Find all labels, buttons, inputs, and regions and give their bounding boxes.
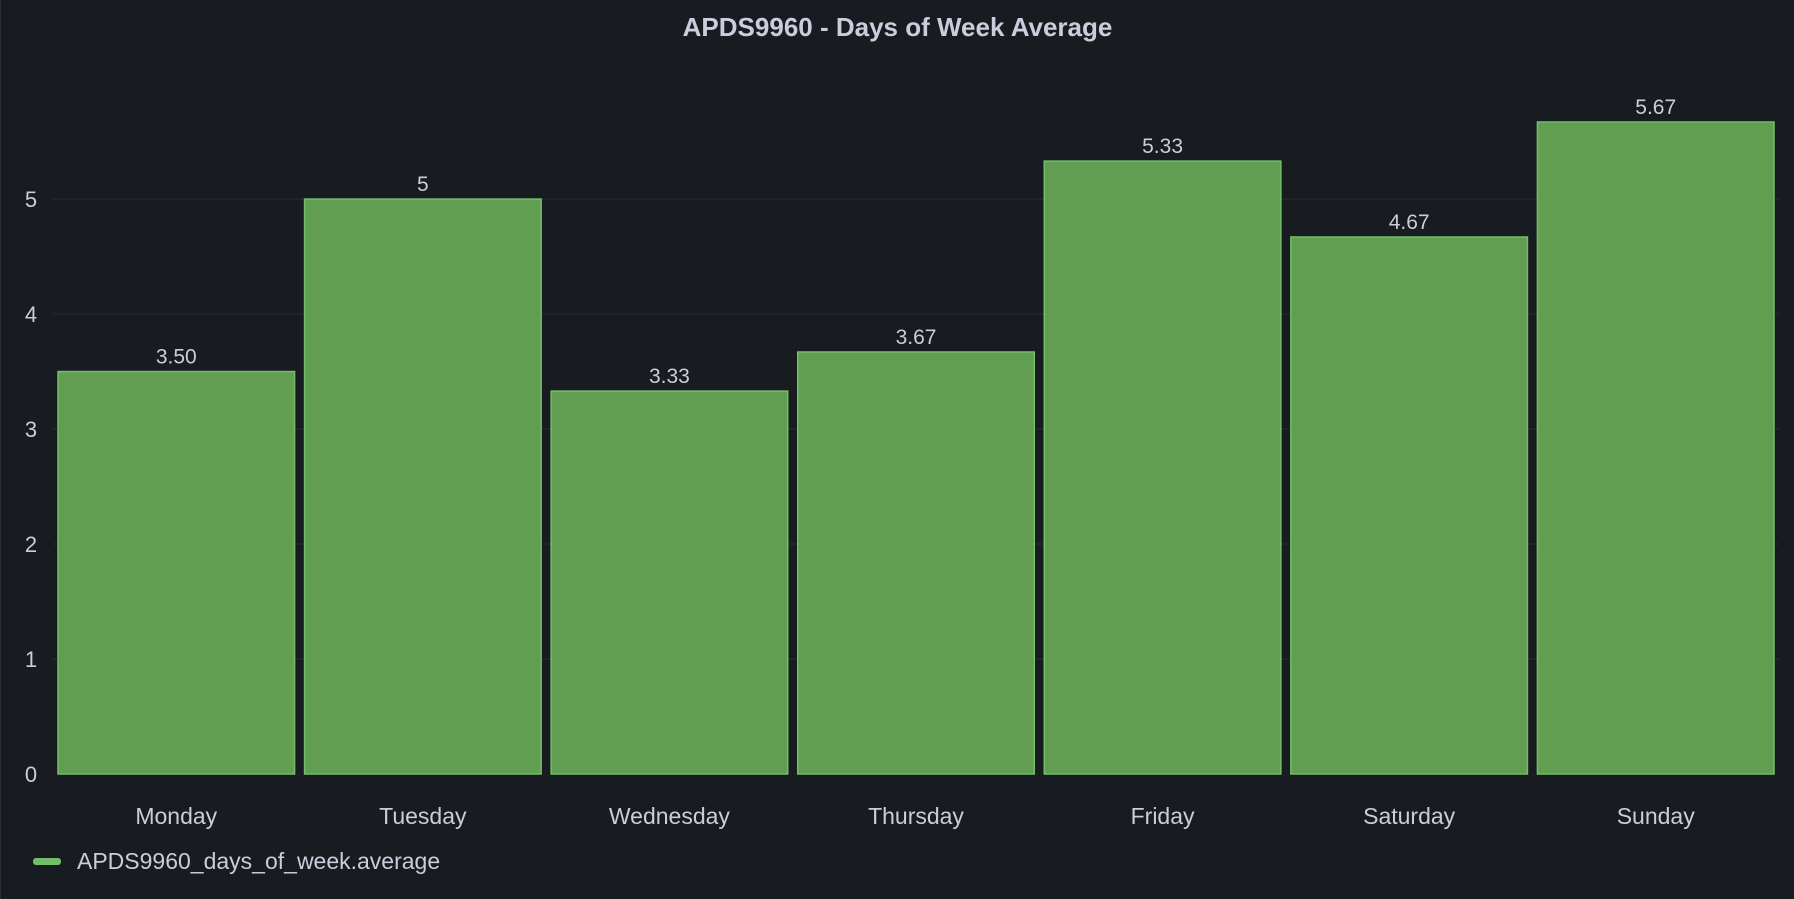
x-tick-label: Monday xyxy=(135,803,217,829)
bar xyxy=(796,351,1036,775)
y-tick-label: 2 xyxy=(25,532,37,557)
chart-title: APDS9960 - Days of Week Average xyxy=(682,12,1113,42)
bar-value-labels: 3.50 5 3.33 3.67 5.33 4.67 5.67 xyxy=(156,96,1676,388)
bar-value-label: 3.33 xyxy=(649,365,690,388)
bar-value-label: 3.67 xyxy=(896,326,937,349)
x-axis-ticks: Monday Tuesday Wednesday Thursday Friday Satu… xyxy=(135,803,1695,829)
y-tick-label: 0 xyxy=(25,762,37,787)
y-tick-label: 4 xyxy=(25,302,37,327)
bar-value-label: 5.33 xyxy=(1142,135,1183,158)
y-tick-label: 3 xyxy=(25,417,37,442)
bar xyxy=(57,370,296,775)
legend-swatch xyxy=(33,858,61,865)
legend[interactable]: APDS9960_days_of_week.average xyxy=(33,848,440,875)
bar-value-label: 5 xyxy=(417,173,429,196)
bar xyxy=(1536,121,1775,775)
x-tick-label: Sunday xyxy=(1617,803,1696,829)
bar xyxy=(550,390,789,775)
x-tick-label: Friday xyxy=(1131,803,1195,829)
bar xyxy=(1290,236,1529,775)
legend-label: APDS9960_days_of_week.average xyxy=(77,848,441,874)
x-tick-label: Saturday xyxy=(1363,803,1456,829)
bars xyxy=(57,121,1775,775)
y-tick-label: 5 xyxy=(25,187,37,212)
x-tick-label: Tuesday xyxy=(379,803,467,829)
y-axis-ticks: 0 1 2 3 4 5 xyxy=(25,187,37,787)
bar-value-label: 3.50 xyxy=(156,346,197,369)
bar-value-label: 5.67 xyxy=(1635,96,1676,119)
x-tick-label: Thursday xyxy=(868,803,964,829)
y-tick-label: 1 xyxy=(25,647,37,672)
bar xyxy=(303,198,542,775)
x-tick-label: Wednesday xyxy=(609,803,731,829)
bar-value-label: 4.67 xyxy=(1389,211,1430,234)
bar xyxy=(1043,160,1282,775)
